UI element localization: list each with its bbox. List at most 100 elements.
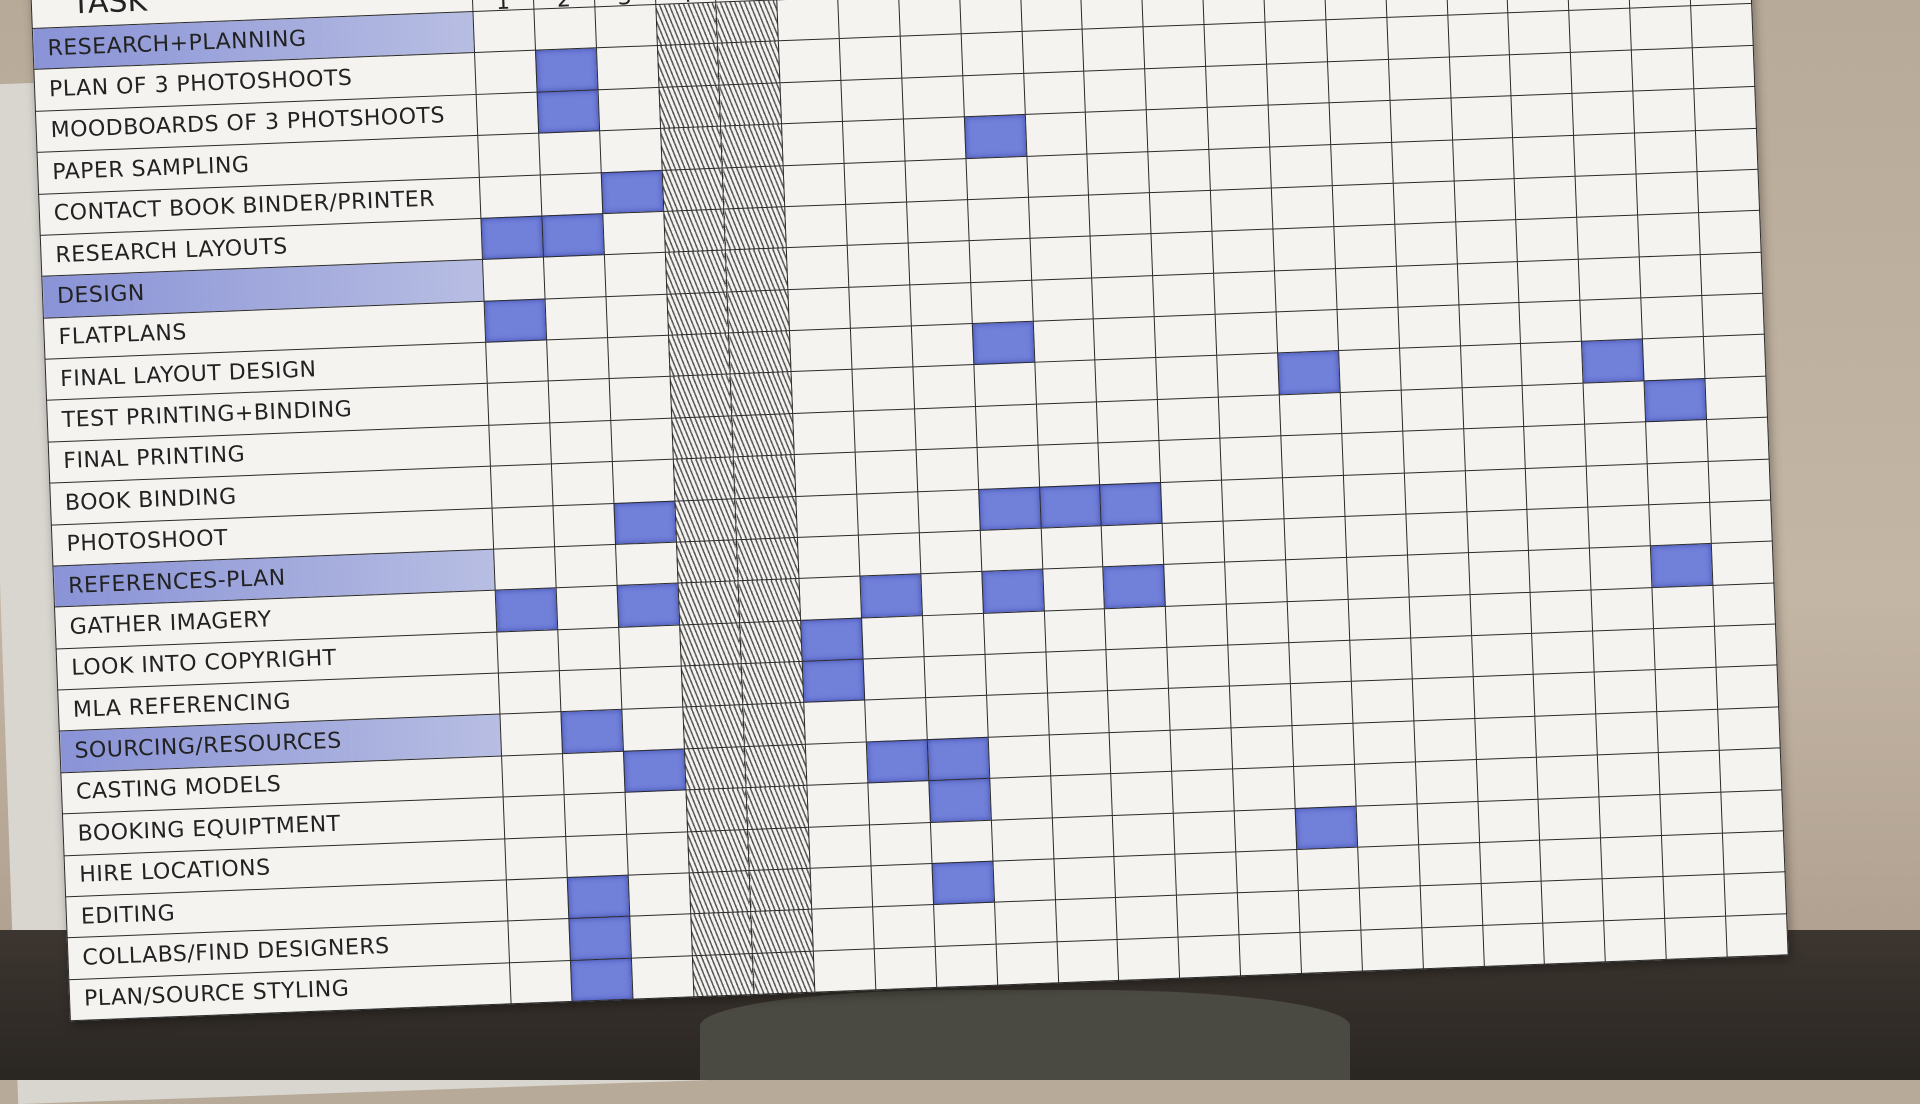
week-cell [1112,812,1176,857]
week-cell [1231,725,1294,770]
week-cell [1115,895,1179,940]
week-cell [1167,645,1230,689]
hatched-cell [744,744,808,788]
hatched-cell [674,498,737,542]
hatched-cell [661,167,725,212]
week-cell [549,420,613,464]
hatched-cell [733,454,797,499]
week-cell [1570,49,1633,94]
week-cell [1080,0,1144,30]
week-cell [1338,348,1401,393]
week-cell [1568,8,1632,53]
week-cell [1282,474,1345,519]
week-cell [1522,382,1585,427]
week-cell [1512,134,1576,179]
week-cell [552,502,616,547]
week-cell [1266,61,1329,106]
scheduled-cell [570,957,633,1002]
week-cell [799,576,862,621]
hatched-cell [741,661,804,706]
week-cell [991,817,1054,862]
week-cell [544,296,608,340]
hatched-cell [666,291,729,336]
week-cell [1028,194,1091,239]
week-cell [1298,888,1361,933]
week-cell [1106,647,1169,692]
week-cell [1156,355,1219,400]
week-cell [1160,479,1224,524]
week-cell [1212,229,1275,273]
week-cell [1352,720,1416,765]
week-cell [1524,424,1587,468]
week-cell [1288,640,1352,685]
week-cell [1594,669,1657,714]
week-cell [1695,127,1758,172]
week-cell [1531,630,1595,675]
week-cell [933,902,996,947]
week-cell [1340,389,1403,434]
week-cell [776,0,840,42]
week-cell [989,776,1052,820]
scheduled-cell [927,737,990,781]
week-cell [1226,601,1289,646]
scheduled-cell [623,748,686,793]
week-cell [903,116,966,161]
week-cell [1202,0,1265,25]
week-cell [1234,808,1297,852]
week-cell [498,670,561,715]
week-cell [485,339,549,384]
week-cell [533,6,597,51]
hatched-cell [683,746,747,791]
week-cell [1706,417,1770,461]
hatched-cell [727,289,790,333]
hatched-cell [717,41,781,85]
week-cell [1216,353,1280,397]
week-cell [1634,130,1697,174]
week-cell [1162,520,1225,565]
hatched-cell [732,413,795,457]
week-cell [1335,265,1398,310]
week-cell [555,585,619,630]
week-cell [796,493,859,538]
hatched-cell [720,123,784,168]
week-cell [1235,849,1299,894]
week-cell [1520,341,1584,386]
week-cell [1584,421,1648,466]
week-cell [1711,541,1774,585]
week-cell [1461,385,1525,429]
week-cell [1389,98,1453,142]
gantt-chart-sheet: TASK 30/11WEEK17/12WEEK214/12WEEK3XMASWE… [30,0,1789,1022]
week-cell [1415,759,1478,804]
week-cell [493,546,556,591]
week-cell [1347,596,1411,641]
week-cell [1031,277,1094,322]
scheduled-cell [978,486,1041,531]
week-cell [594,4,657,49]
week-cell [1482,922,1545,967]
week-cell [1021,29,1085,74]
week-cell [1098,440,1161,485]
scheduled-cell [802,659,865,703]
week-cell [987,734,1051,779]
scheduled-cell [1277,350,1341,395]
week-cell [778,38,841,83]
week-cell [1709,499,1773,544]
week-cell [871,863,934,908]
week-cell [1279,392,1342,436]
hatched-cell [663,208,726,253]
week-cell [607,335,670,379]
week-cell [1661,833,1724,877]
week-cell [1096,399,1160,443]
week-cell [1159,438,1222,482]
hatched-cell [655,2,718,46]
week-cell [1651,584,1715,629]
week-cell [1589,545,1652,590]
week-cell [1268,102,1331,147]
week-cell [919,530,982,574]
hatched-cell [719,82,782,127]
week-cell [965,155,1029,200]
week-cell [1723,872,1787,916]
week-cell [1516,217,1579,262]
week-cell [1647,460,1710,505]
scheduled-cell [560,709,624,754]
